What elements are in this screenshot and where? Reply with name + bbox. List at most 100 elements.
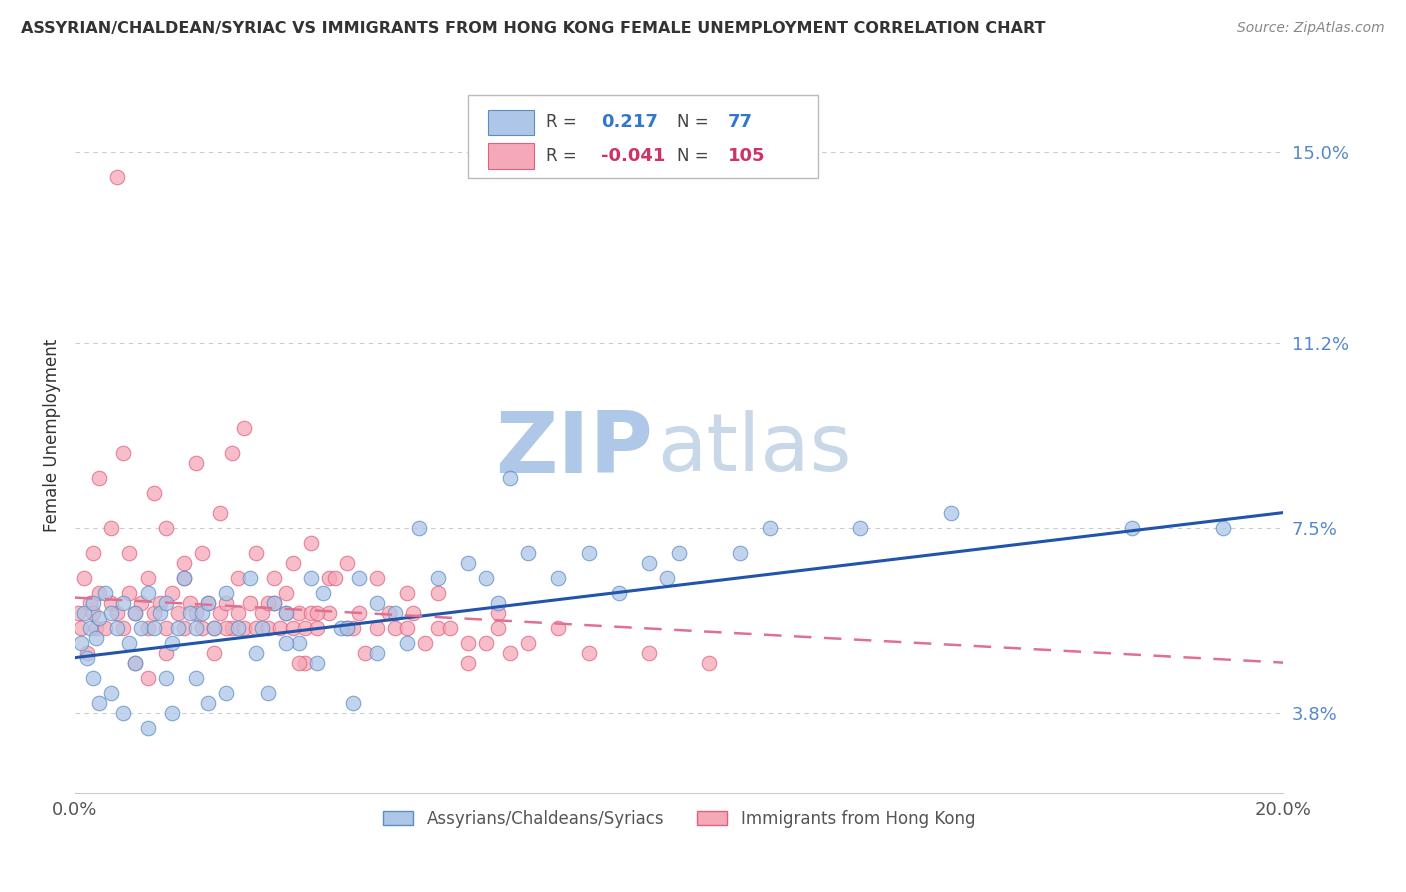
Point [105,170,128,185]
Point [166,606,188,620]
Point [89,696,111,710]
Point [305,656,328,670]
Point [426,585,449,599]
Point [89,470,111,484]
Point [84,621,107,635]
Bar [488,144,534,169]
Point [202,621,225,635]
Point [124,606,146,620]
Text: -0.041: -0.041 [600,147,665,165]
Point [475,635,498,649]
Text: ZIP: ZIP [495,408,652,491]
Point [294,656,316,670]
Point [191,621,214,635]
Point [105,606,128,620]
Point [191,606,214,620]
Point [276,606,298,620]
Point [578,545,600,559]
Point [287,656,309,670]
Point [366,621,388,635]
Point [408,520,430,534]
Point [366,646,388,660]
Point [155,671,177,685]
Point [252,606,274,620]
Point [215,685,238,699]
Point [160,635,183,649]
Point [221,621,243,635]
Point [84,631,107,645]
Point [215,596,238,610]
Point [378,606,401,620]
Point [1121,520,1143,534]
Point [239,571,262,585]
Point [173,621,195,635]
Point [166,621,188,635]
Point [73,571,96,585]
Text: atlas: atlas [658,410,852,488]
Point [179,596,201,610]
Point [197,596,219,610]
Point [699,656,721,670]
Point [366,596,388,610]
Point [136,671,159,685]
Point [245,545,267,559]
Point [136,721,159,735]
Point [402,606,425,620]
Point [155,621,177,635]
Point [70,621,93,635]
Point [607,585,630,599]
Point [136,621,159,635]
Point [336,556,359,570]
Point [486,596,509,610]
Text: R =: R = [547,113,576,131]
Point [149,596,172,610]
Point [208,606,231,620]
Point [638,556,661,570]
Point [112,706,135,720]
Point [118,585,141,599]
Point [239,596,262,610]
Point [257,685,280,699]
Point [486,606,509,620]
Point [638,646,661,660]
Point [263,596,285,610]
Point [160,585,183,599]
Point [173,571,195,585]
Point [245,621,267,635]
Point [299,606,322,620]
Text: Source: ZipAtlas.com: Source: ZipAtlas.com [1237,21,1385,35]
Point [578,646,600,660]
Point [312,585,335,599]
Text: 77: 77 [727,113,752,131]
Point [354,646,377,660]
Point [668,545,690,559]
Y-axis label: Female Unemployment: Female Unemployment [44,338,60,532]
Point [517,545,540,559]
Point [475,571,498,585]
Point [131,596,153,610]
Point [202,621,225,635]
Point [396,621,419,635]
Point [281,556,304,570]
Point [155,596,177,610]
Point [263,571,285,585]
Legend: Assyrians/Chaldeans/Syriacs, Immigrants from Hong Kong: Assyrians/Chaldeans/Syriacs, Immigrants … [377,803,981,834]
Point [439,621,461,635]
Point [142,606,165,620]
Point [263,596,285,610]
Point [269,621,291,635]
Point [124,656,146,670]
Point [252,621,274,635]
Point [318,571,340,585]
Point [226,571,249,585]
Point [208,506,231,520]
Point [94,621,117,635]
Point [233,621,256,635]
Point [131,621,153,635]
Point [149,606,172,620]
Point [66,606,89,620]
Point [655,571,678,585]
Point [82,606,104,620]
Point [245,646,267,660]
Point [457,635,479,649]
